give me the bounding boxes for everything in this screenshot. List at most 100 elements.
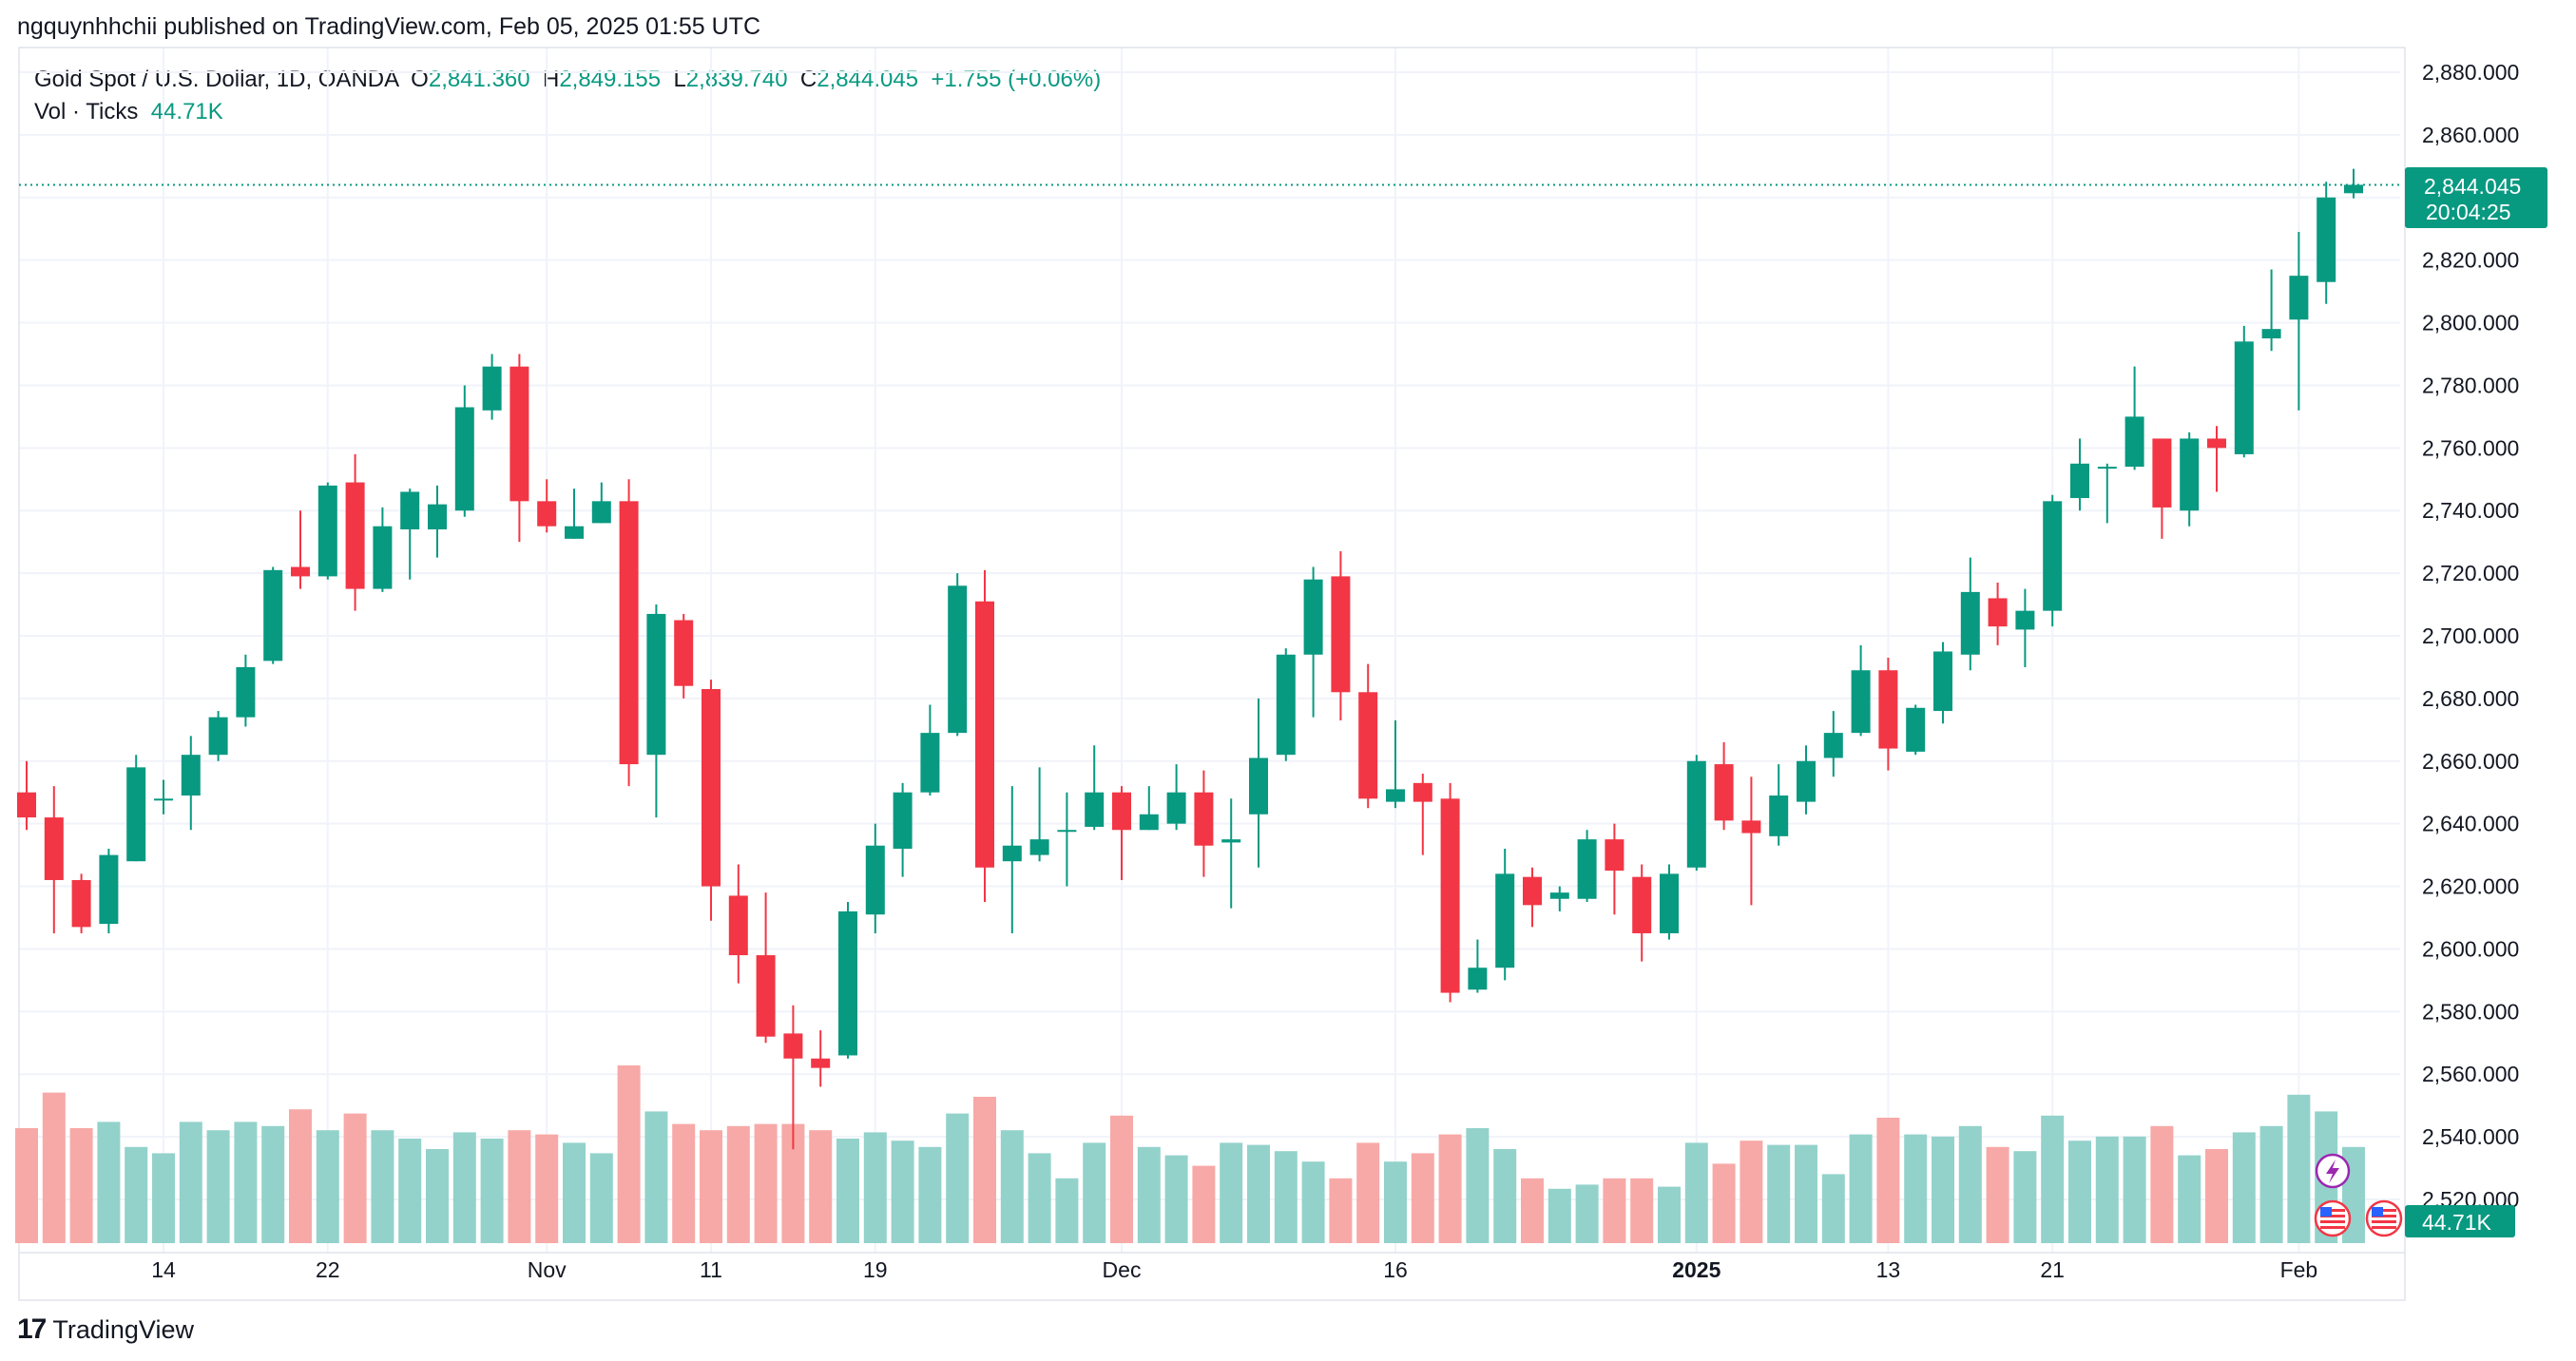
candle-body <box>591 501 611 524</box>
price-axis[interactable]: 2,520.0002,540.0002,560.0002,580.0002,60… <box>2422 60 2519 1212</box>
volume-bar <box>1055 1178 1079 1243</box>
candle <box>1057 792 1077 887</box>
candle-body <box>1139 814 1159 831</box>
volume-bar <box>2013 1151 2037 1243</box>
volume-bar <box>1164 1155 1188 1243</box>
candle <box>208 711 228 761</box>
time-tick-label: 2025 <box>1672 1257 1721 1282</box>
candle-body <box>1960 591 1980 655</box>
candle <box>1851 644 1871 737</box>
candle-body <box>1577 839 1597 899</box>
candle-body <box>1085 792 1105 827</box>
candle-body <box>1112 792 1131 831</box>
volume-bar <box>1767 1144 1791 1243</box>
us-flag-event-icon[interactable] <box>2365 1199 2403 1237</box>
candle-body <box>1276 654 1296 756</box>
volume-bar <box>1521 1178 1544 1243</box>
price-tick-label: 2,760.000 <box>2422 435 2519 460</box>
candle <box>1660 864 1679 940</box>
volume-bar <box>426 1149 449 1243</box>
candle <box>1906 704 1926 756</box>
time-tick-label: 13 <box>1876 1257 1901 1282</box>
candle-body <box>317 485 337 577</box>
time-tick-label: 22 <box>316 1257 340 1282</box>
volume-bar <box>2068 1141 2091 1243</box>
candle-body <box>2234 341 2254 454</box>
legend-change: +1.755 (+0.06%) <box>931 67 1102 92</box>
lightning-icon[interactable] <box>2315 1153 2351 1189</box>
time-tick-label: 14 <box>151 1257 176 1282</box>
price-tick-label: 2,600.000 <box>2422 936 2519 961</box>
volume-bar <box>125 1146 148 1243</box>
legend-symbol[interactable]: Gold Spot / U.S. Dollar, 1D, OANDA <box>34 67 398 92</box>
candle <box>1878 658 1898 771</box>
candle <box>1523 867 1542 928</box>
candle-body <box>181 755 201 796</box>
candle <box>2015 588 2035 667</box>
price-tick-label: 2,700.000 <box>2422 623 2519 648</box>
candle-body <box>975 601 994 868</box>
candle-body <box>756 955 776 1037</box>
candle-body <box>728 895 748 956</box>
volume-bar <box>480 1139 504 1243</box>
time-tick-label: Feb <box>2280 1257 2318 1282</box>
candle <box>1139 786 1159 831</box>
volume-bar <box>261 1125 285 1243</box>
volume-legend-label[interactable]: Vol · Ticks <box>34 99 139 125</box>
candle <box>154 779 173 815</box>
volume-bar <box>836 1139 859 1243</box>
candle-body <box>2207 438 2226 449</box>
candle-body <box>2180 438 2200 511</box>
candle <box>99 849 119 933</box>
candle-body <box>838 911 857 1056</box>
time-axis[interactable]: 14 22 Nov 11 19 Dec 16 2025 13 21 Feb <box>19 1252 2405 1282</box>
volume-bar <box>1083 1142 1106 1243</box>
candle-body <box>428 504 447 529</box>
candle <box>428 485 447 558</box>
candle-body <box>1358 692 1378 799</box>
volume-bar <box>1904 1134 1928 1243</box>
candle <box>2070 438 2089 511</box>
candle-body <box>126 767 146 862</box>
volume-bar <box>589 1153 613 1243</box>
candle <box>482 354 502 420</box>
tradingview-logo[interactable]: 17 TradingView <box>17 1313 194 1346</box>
candle <box>1085 745 1105 831</box>
volume-bar <box>2178 1155 2201 1243</box>
candle-body <box>1741 820 1761 834</box>
candle <box>1605 823 1624 915</box>
candle <box>1769 764 1789 846</box>
candle-body <box>154 798 173 801</box>
candle-body <box>1660 873 1679 933</box>
candle <box>2207 426 2226 492</box>
volume-bar <box>754 1123 778 1243</box>
candle <box>1358 663 1378 809</box>
volume-bar <box>1274 1151 1298 1243</box>
candle <box>1166 764 1186 831</box>
last-price-value: 2,844.045 <box>2424 174 2521 199</box>
candle-body <box>291 566 310 577</box>
candle <box>317 482 337 580</box>
candle-body <box>1386 789 1405 802</box>
price-tick-label: 2,860.000 <box>2422 123 2519 147</box>
volume-bar <box>316 1130 339 1243</box>
volume-bar <box>1876 1118 1900 1243</box>
candle <box>565 489 584 539</box>
time-tick-label: 11 <box>700 1257 722 1282</box>
candle-body <box>509 366 529 502</box>
legend-close-value: 2,844.045 <box>817 67 919 92</box>
volume-bar <box>1932 1136 1954 1243</box>
candlesticks <box>17 168 2363 1150</box>
candle-body <box>1851 670 1871 734</box>
price-tick-label: 2,740.000 <box>2422 498 2519 523</box>
volume-bar <box>726 1125 750 1243</box>
volume-bars <box>15 1065 2365 1243</box>
price-tick-label: 2,580.000 <box>2422 999 2519 1024</box>
candle <box>975 569 994 903</box>
us-flag-event-icon[interactable] <box>2314 1199 2352 1237</box>
volume-tag-value: 44.71K <box>2422 1210 2492 1235</box>
candle <box>2344 168 2363 199</box>
candle <box>44 786 64 933</box>
